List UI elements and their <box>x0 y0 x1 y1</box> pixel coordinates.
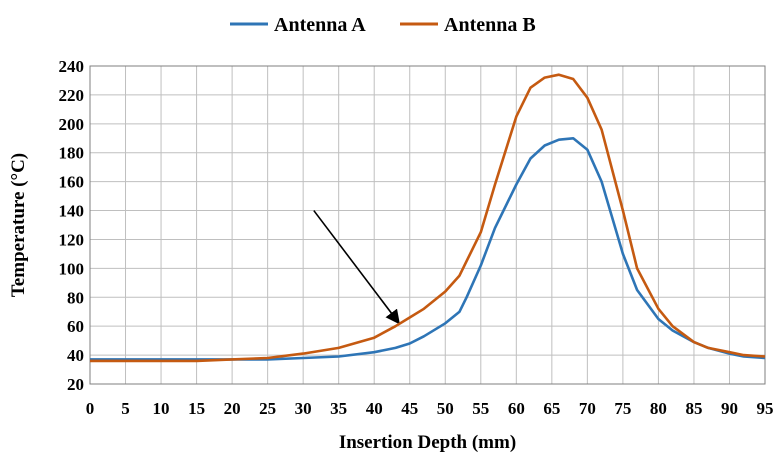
x-tick-label: 90 <box>721 399 738 418</box>
y-tick-label: 120 <box>59 230 85 249</box>
y-tick-label: 220 <box>59 86 85 105</box>
x-tick-label: 0 <box>86 399 95 418</box>
x-tick-label: 5 <box>121 399 130 418</box>
x-tick-label: 40 <box>366 399 383 418</box>
y-tick-label: 60 <box>67 317 84 336</box>
x-tick-label: 20 <box>224 399 241 418</box>
plot-area <box>89 65 766 385</box>
series-line-antenna-b <box>90 73 766 363</box>
y-tick-label: 200 <box>59 115 85 134</box>
x-axis-title: Insertion Depth (mm) <box>339 432 516 453</box>
y-tick-label: 100 <box>59 259 85 278</box>
x-tick-label: 55 <box>472 399 489 418</box>
y-tick-labels: 20 40 60 80 100 120 140 160 180 200 220 240 <box>59 57 85 394</box>
y-tick-label: 80 <box>67 288 84 307</box>
x-tick-label: 95 <box>757 399 774 418</box>
y-tick-label: 140 <box>59 202 85 221</box>
annotation-arrow <box>313 210 400 325</box>
x-tick-label: 30 <box>295 399 312 418</box>
series-line-antenna-a <box>90 137 766 361</box>
annotation-layer <box>313 210 400 325</box>
x-tick-labels: 0 5 10 15 20 25 30 35 40 45 50 55 60 65 70 75 80 85 90 95 <box>86 399 774 418</box>
y-tick-label: 40 <box>67 346 84 365</box>
x-tick-label: 25 <box>259 399 276 418</box>
legend-label: Antenna B <box>444 14 536 36</box>
y-axis-title: Temperature (°C) <box>8 153 29 297</box>
x-tick-label: 35 <box>330 399 347 418</box>
y-tick-label: 20 <box>67 375 84 394</box>
x-tick-label: 65 <box>543 399 560 418</box>
x-tick-label: 75 <box>614 399 631 418</box>
grid <box>89 65 766 385</box>
x-tick-label: 85 <box>685 399 702 418</box>
x-tick-label: 80 <box>650 399 667 418</box>
x-tick-label: 10 <box>153 399 170 418</box>
series-layer <box>90 73 766 363</box>
legend-label: Antenna A <box>274 14 366 36</box>
x-tick-label: 45 <box>401 399 418 418</box>
legend: Antenna A Antenna B <box>230 14 536 36</box>
y-tick-label: 160 <box>59 173 85 192</box>
x-tick-label: 70 <box>579 399 596 418</box>
y-tick-label: 180 <box>59 144 85 163</box>
x-tick-label: 15 <box>188 399 205 418</box>
x-tick-label: 50 <box>437 399 454 418</box>
y-tick-label: 240 <box>59 57 85 76</box>
x-tick-label: 60 <box>508 399 525 418</box>
